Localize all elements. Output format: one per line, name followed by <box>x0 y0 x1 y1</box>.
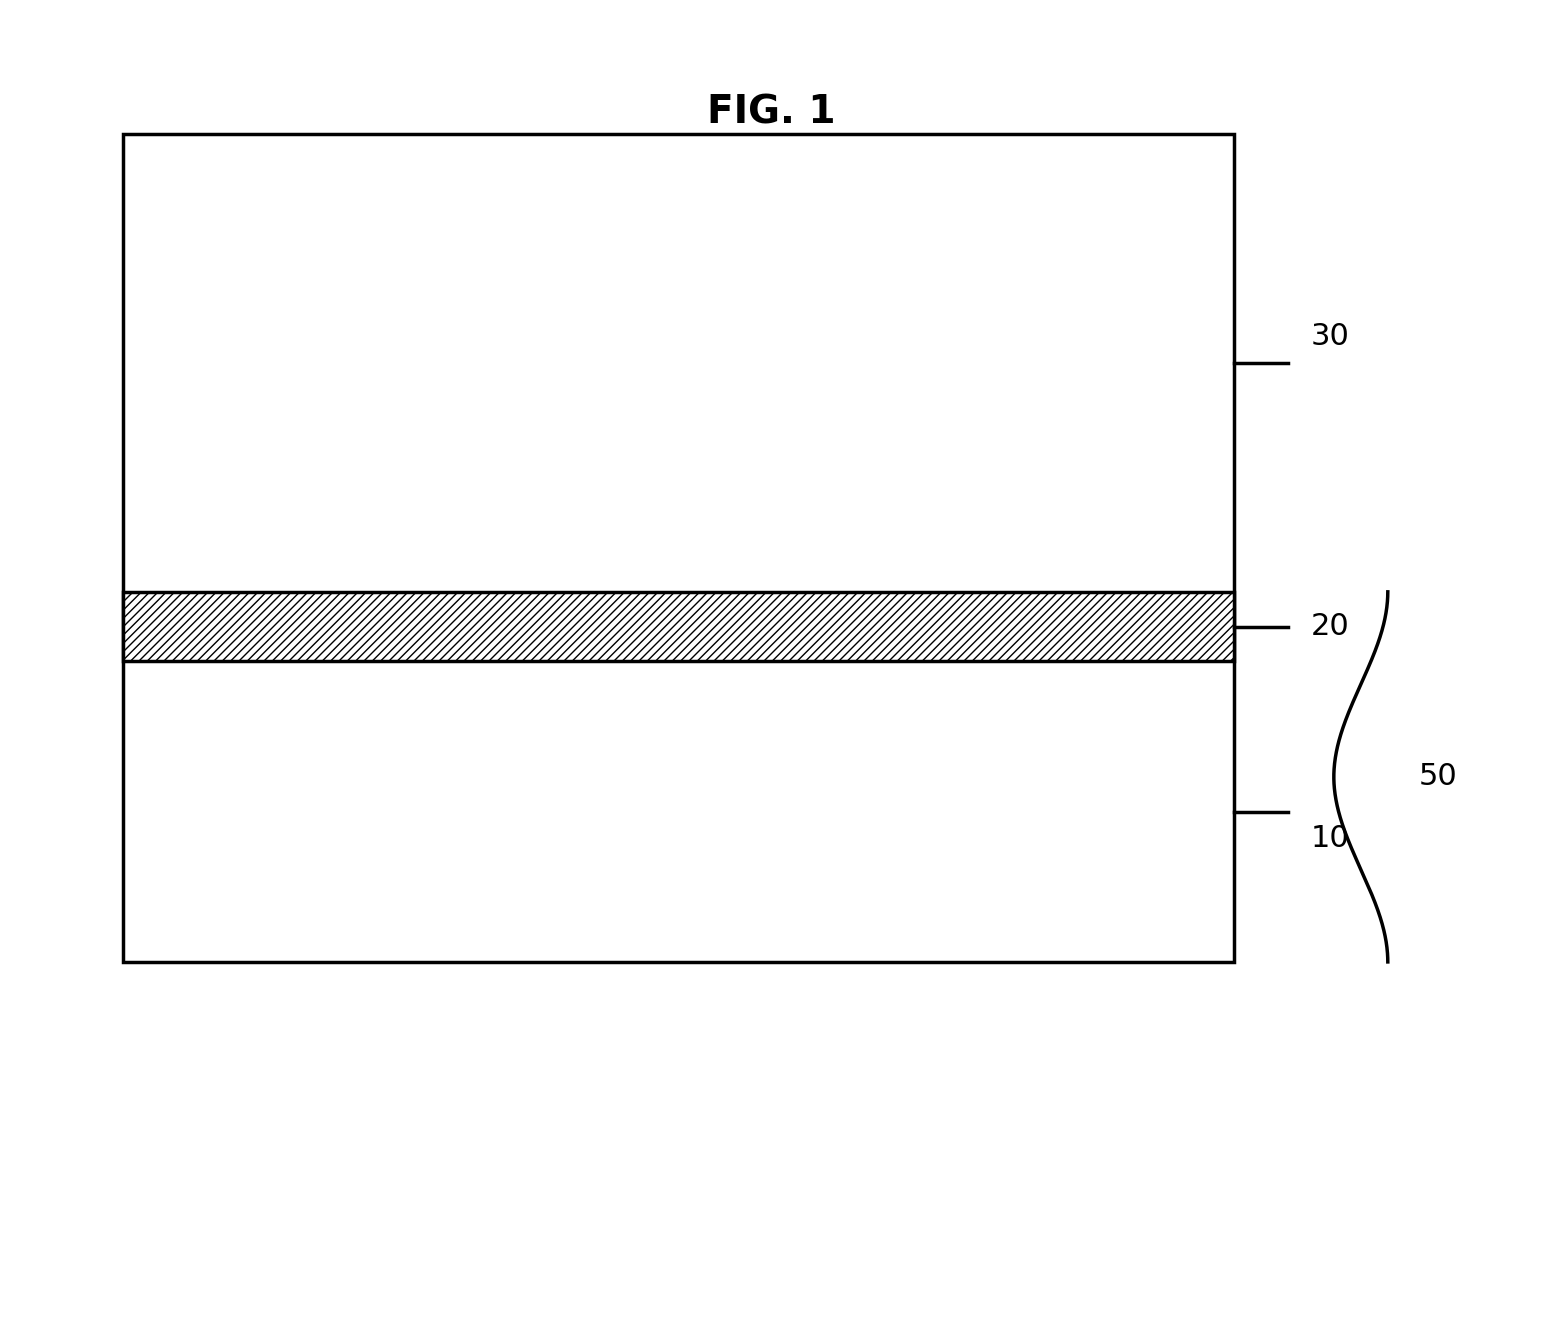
Text: 50: 50 <box>1419 763 1457 791</box>
Bar <box>123 592 1234 661</box>
Text: 30: 30 <box>1311 322 1349 350</box>
Bar <box>123 134 1234 962</box>
Text: 20: 20 <box>1311 612 1349 641</box>
Text: FIG. 1: FIG. 1 <box>706 94 836 131</box>
Text: 10: 10 <box>1311 824 1349 852</box>
